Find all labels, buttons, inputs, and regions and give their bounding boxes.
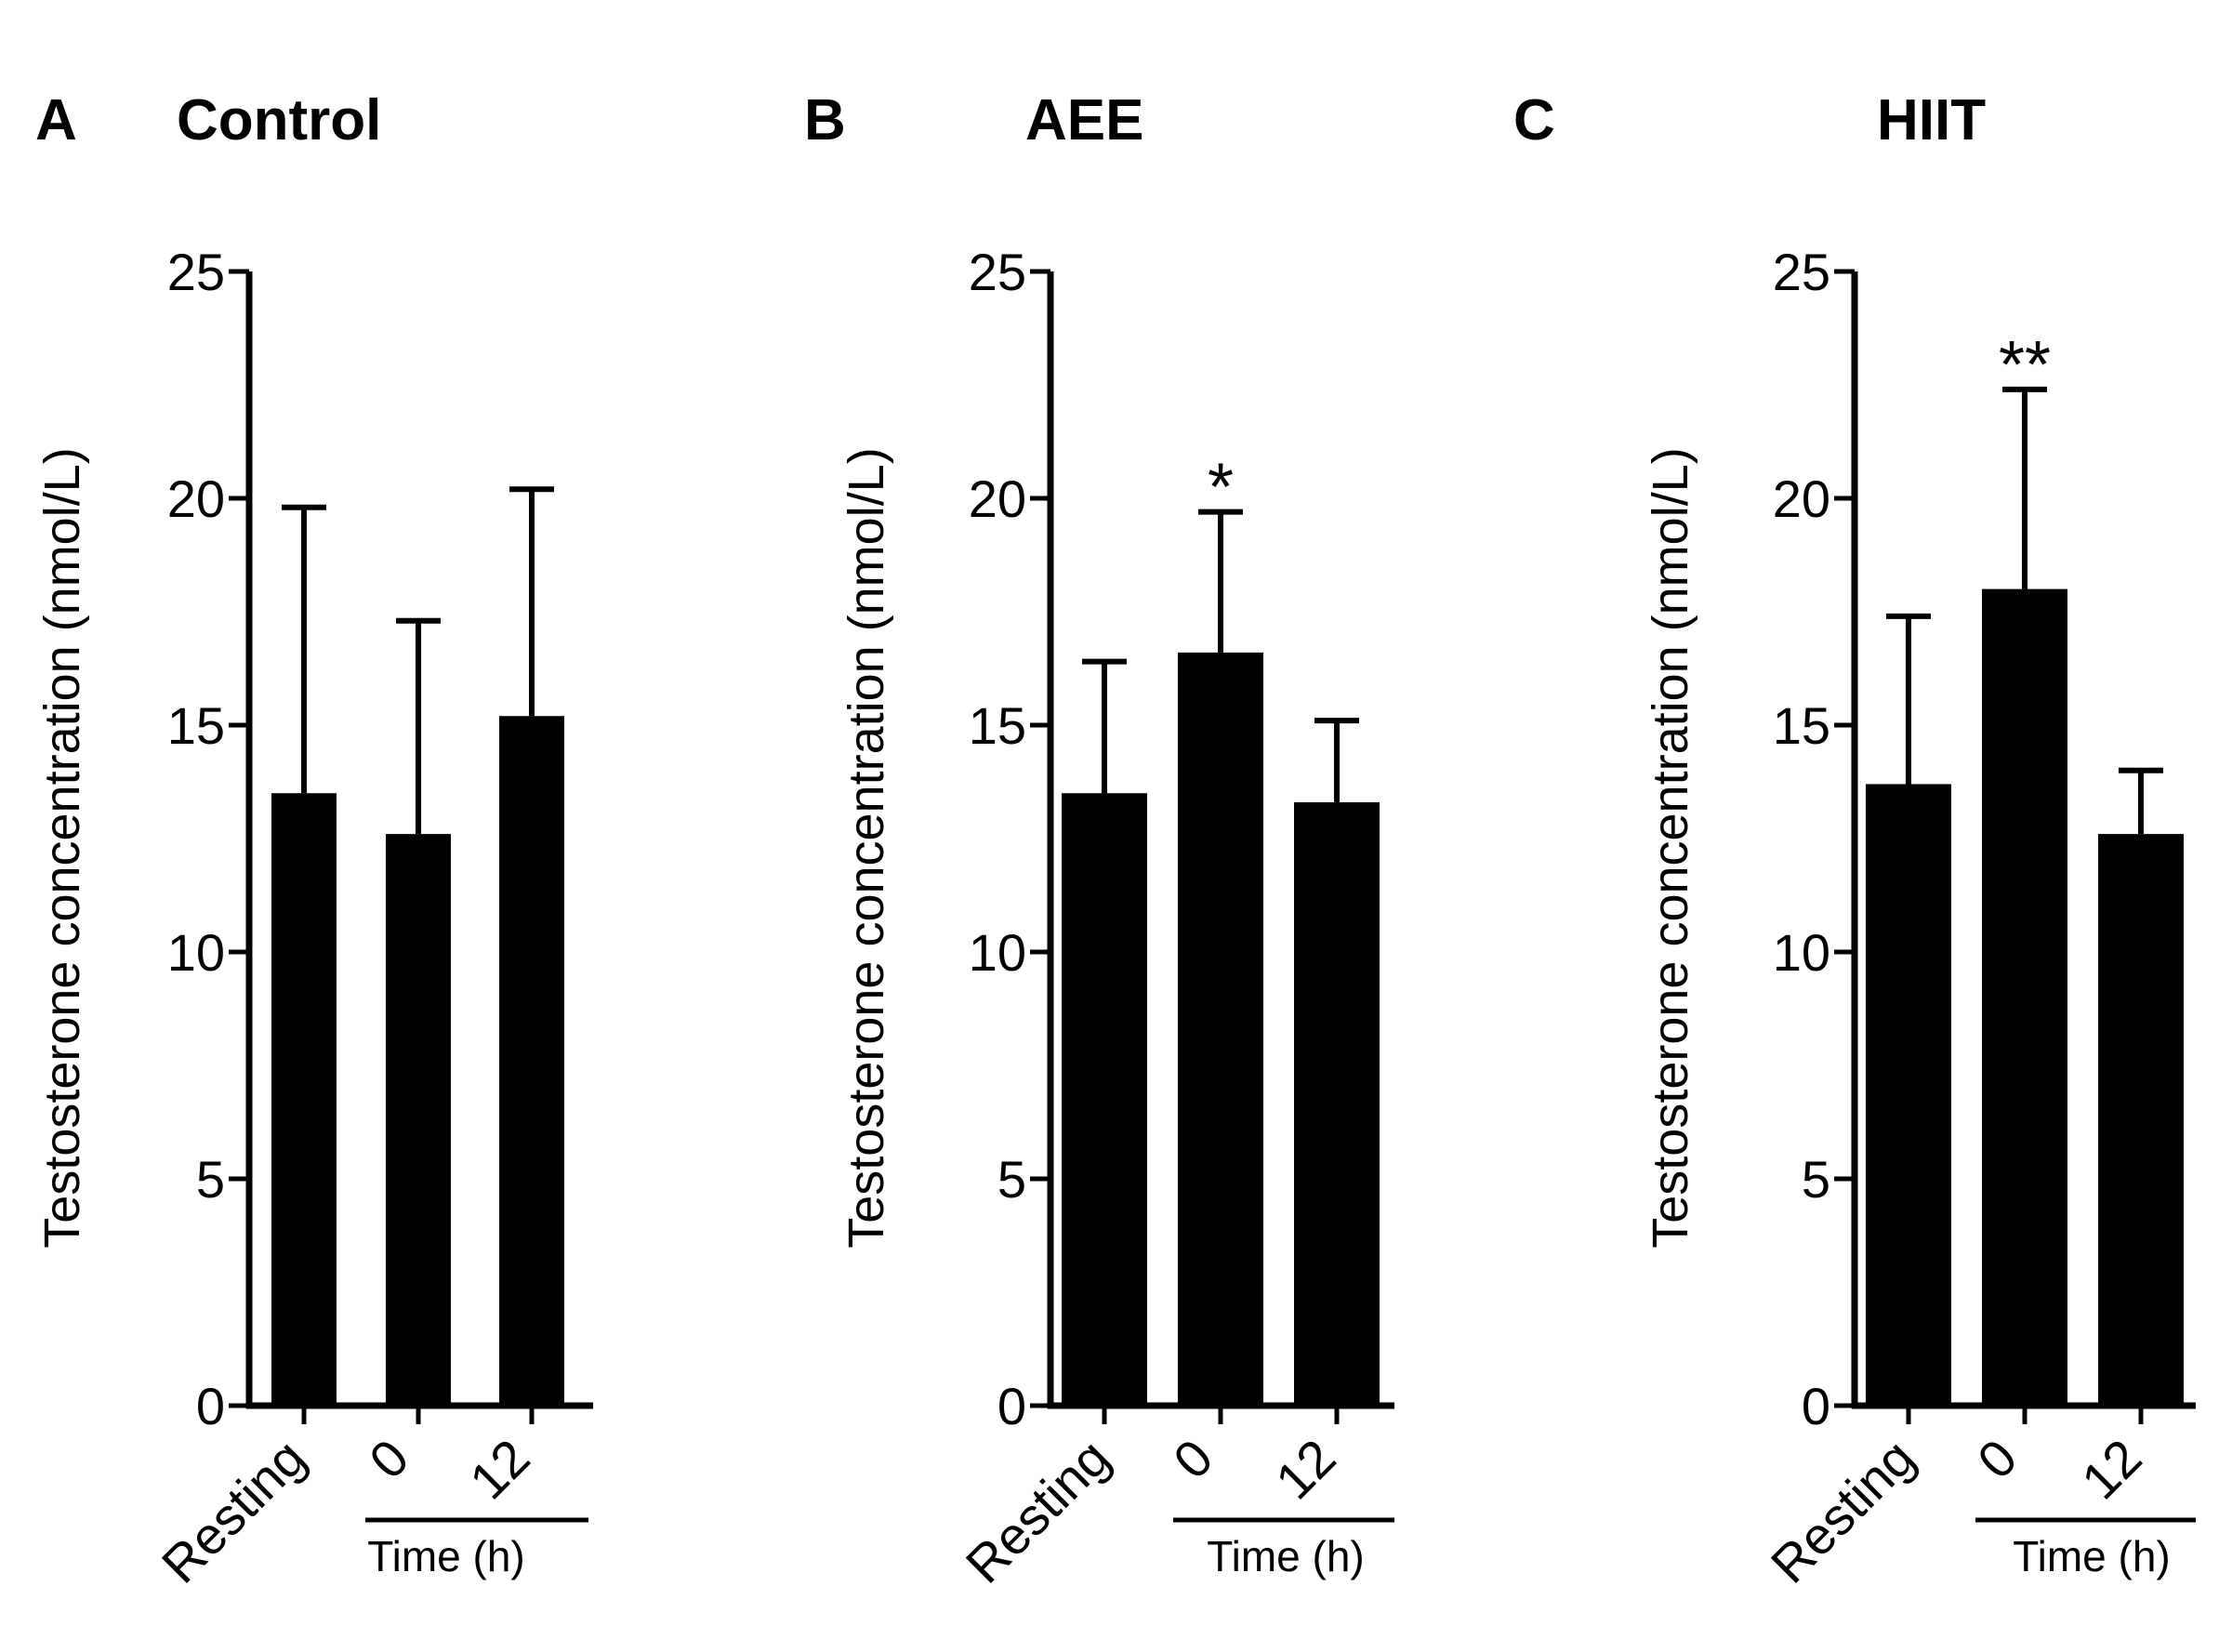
panel-a-title: Control — [177, 88, 381, 152]
panel-c-category-label: Resting — [1760, 1428, 1926, 1594]
panel-a-y-tick-label: 0 — [196, 1377, 225, 1435]
panel-a-bar — [499, 716, 564, 1406]
panel-a-y-tick-label: 20 — [167, 469, 225, 528]
panel-b-y-tick-label: 0 — [997, 1377, 1026, 1435]
panel-c-y-axis-title: Testosterone concentration (nmol/L) — [1643, 447, 1698, 1248]
panel-b-y-tick-label: 25 — [969, 243, 1026, 301]
panel-a-bar — [386, 834, 451, 1406]
panel-b-y-tick-label: 10 — [969, 923, 1026, 982]
panel-b-category-label: 12 — [1264, 1428, 1347, 1511]
panel-a-y-tick-label: 25 — [167, 243, 225, 301]
panel-c-y-tick-label: 25 — [1773, 243, 1830, 301]
panel-c-y-tick-label: 10 — [1773, 923, 1830, 982]
panel-c-significance-marker: ** — [1999, 328, 2051, 403]
panel-c-x-axis-title: Time (h) — [2013, 1532, 2171, 1580]
panel-c-letter: C — [1513, 88, 1555, 152]
panel-b-category-label: Resting — [955, 1428, 1121, 1594]
panel-c-y-tick-label: 15 — [1773, 696, 1830, 755]
panel-b-significance-marker: * — [1208, 451, 1234, 525]
panel-b-y-tick-label: 15 — [969, 696, 1026, 755]
panel-a-category-label: 12 — [458, 1428, 541, 1511]
panel-b-bar — [1178, 652, 1263, 1406]
panel-a-bar — [271, 793, 337, 1406]
panel-c-category-label: 12 — [2070, 1428, 2153, 1511]
panel-a-category-label: Resting — [151, 1428, 317, 1594]
panel-b-y-tick-label: 20 — [969, 469, 1026, 528]
panel-b-letter: B — [804, 88, 846, 152]
panel-b-x-axis-title: Time (h) — [1207, 1532, 1365, 1580]
panel-b: B AEE 0 5 10 15 20 25 Testosterone concentrati… — [804, 88, 1394, 1594]
panel-a-letter: A — [35, 88, 77, 152]
panel-b-title: AEE — [1025, 88, 1143, 152]
panel-b-y-tick-label: 5 — [997, 1150, 1026, 1209]
panel-a-x-axis-title: Time (h) — [367, 1532, 525, 1580]
panel-c-bar — [1866, 784, 1951, 1406]
panel-a-category-label: 0 — [358, 1428, 420, 1490]
panel-c-y-tick-label: 0 — [1802, 1377, 1830, 1435]
panel-c-title: HIIT — [1877, 88, 1986, 152]
panel-c: C HIIT 0 5 10 15 20 25 Testosterone concentrat… — [1513, 88, 2196, 1594]
panel-c-bar — [2098, 834, 2184, 1406]
panel-b-category-label: 0 — [1162, 1428, 1224, 1490]
panel-a-y-tick-label: 5 — [196, 1150, 225, 1209]
panel-a-y-axis-title: Testosterone concentration (nmol/L) — [34, 447, 90, 1248]
panel-c-y-tick-label: 5 — [1802, 1150, 1830, 1209]
panel-c-y-tick-label: 20 — [1773, 469, 1830, 528]
panel-a: A Control 0 5 10 15 20 25 Testosterone concent… — [34, 88, 593, 1594]
panel-c-category-label: 0 — [1966, 1428, 2028, 1490]
panel-b-y-axis-title: Testosterone concentration (nmol/L) — [839, 447, 894, 1248]
panel-b-bar — [1062, 793, 1147, 1406]
panel-a-y-tick-label: 10 — [167, 923, 225, 982]
panel-b-bar — [1294, 801, 1380, 1406]
panel-c-bar — [1982, 588, 2067, 1406]
panel-a-y-tick-label: 15 — [167, 696, 225, 755]
